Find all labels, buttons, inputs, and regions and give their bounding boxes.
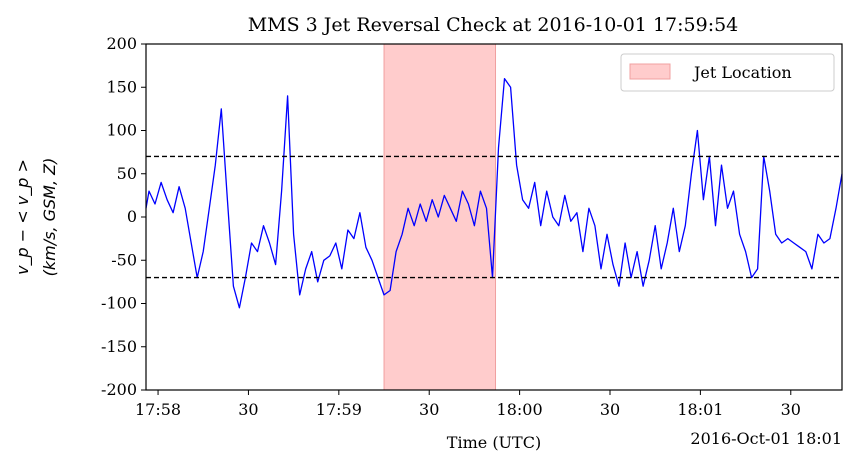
y-tick-label-7: 150 xyxy=(106,77,137,96)
y-axis-label-line1: v_p − < v_p > xyxy=(13,159,33,275)
y-axis-label-line2: (km/s, GSM, Z) xyxy=(40,158,59,277)
x-tick-label-3: 30 xyxy=(419,400,439,419)
legend: Jet Location xyxy=(620,53,835,92)
y-tick-label-0: -200 xyxy=(101,380,137,399)
x-axis-offset-label: 2016-Oct-01 18:01 xyxy=(690,429,842,448)
x-tick-label-6: 18:01 xyxy=(677,400,723,419)
x-tick-label-0: 17:58 xyxy=(135,400,181,419)
legend-label-jet-location: Jet Location xyxy=(692,63,792,82)
chart-title: MMS 3 Jet Reversal Check at 2016-10-01 1… xyxy=(248,14,739,36)
y-tick-label-1: -150 xyxy=(101,337,137,356)
x-tick-label-2: 17:59 xyxy=(316,400,362,419)
legend-swatch-jet-location xyxy=(629,63,671,80)
legend-frame xyxy=(620,53,835,92)
x-tick-label-4: 18:00 xyxy=(497,400,543,419)
x-tick-label-7: 30 xyxy=(781,400,801,419)
x-axis: 17:58 30 17:59 30 18:00 30 18:01 30 xyxy=(135,390,801,419)
y-tick-label-6: 100 xyxy=(106,121,137,140)
jet-location-region xyxy=(383,43,497,391)
y-axis: -200 -150 -100 -50 0 50 100 150 200 xyxy=(101,34,146,399)
y-tick-label-2: -100 xyxy=(101,294,137,313)
x-axis-label: Time (UTC) xyxy=(447,433,541,452)
x-tick-label-5: 30 xyxy=(600,400,620,419)
y-tick-label-3: -50 xyxy=(111,250,137,269)
x-tick-label-1: 30 xyxy=(238,400,258,419)
plot-area xyxy=(145,43,843,391)
y-tick-label-8: 200 xyxy=(106,34,137,53)
y-tick-label-5: 50 xyxy=(117,164,137,183)
y-tick-label-4: 0 xyxy=(127,207,137,226)
